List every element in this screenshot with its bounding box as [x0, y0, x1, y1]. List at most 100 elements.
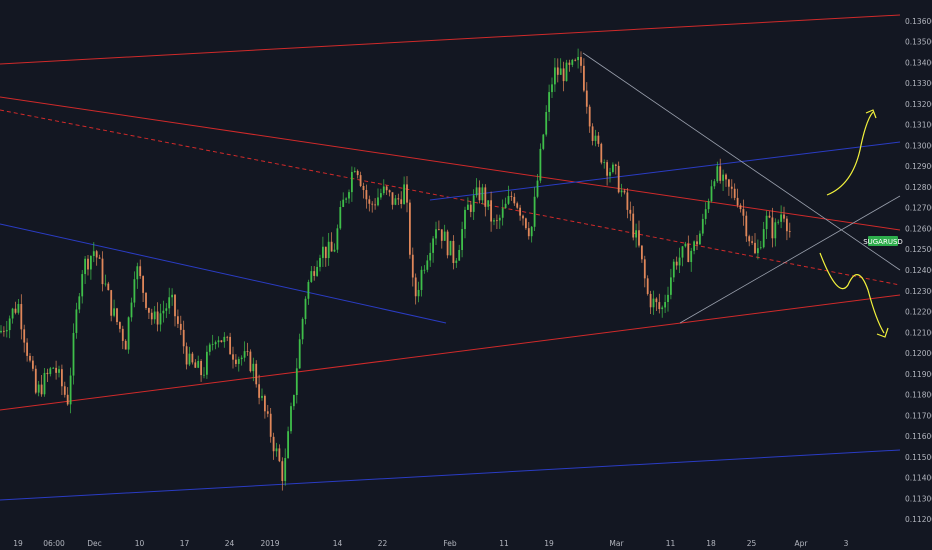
candle-body: [310, 271, 313, 282]
candle-body: [229, 336, 231, 355]
candle-body: [368, 199, 371, 204]
candle-body: [261, 395, 263, 398]
candle-body: [246, 351, 249, 352]
candle-body: [127, 317, 130, 350]
candle-body: [600, 143, 603, 163]
candle-body: [426, 260, 429, 270]
red-descending-resistance-line: [0, 96, 901, 231]
x-axis: 19 06:00 Dec 10 17 24 2019 14 22 Feb 11 19 Mar 11 18 25…: [13, 539, 848, 548]
candle-body: [585, 90, 588, 107]
candle-body: [745, 215, 748, 237]
candle-body: [165, 308, 168, 311]
candle-body: [754, 242, 756, 254]
candle-body: [440, 229, 443, 241]
candle-body: [519, 207, 521, 216]
candle-body: [281, 461, 284, 481]
candle-body: [649, 293, 652, 308]
candle-body: [324, 246, 327, 259]
candle-body: [133, 279, 136, 303]
candle-body: [551, 84, 553, 93]
candle-body: [275, 448, 278, 452]
candle-body: [339, 207, 342, 229]
candle-body: [148, 307, 150, 313]
candle-body: [119, 322, 121, 329]
candle-body: [104, 283, 107, 285]
candle-body: [113, 308, 115, 316]
candle-body: [5, 330, 8, 332]
candle-body: [295, 368, 298, 396]
candle-body: [591, 126, 594, 141]
candle-body: [249, 351, 252, 372]
candle-body: [716, 166, 719, 182]
candle-body: [403, 184, 405, 204]
candle-body: [153, 311, 156, 320]
candle-body: [699, 233, 701, 245]
candle-body: [443, 231, 446, 241]
candle-body: [208, 344, 211, 352]
x-tick-label: 3: [844, 539, 849, 548]
candle-body: [258, 384, 260, 398]
candle-body: [359, 175, 362, 187]
candle-body: [588, 106, 591, 127]
candle-body: [136, 266, 139, 280]
candle-body: [623, 190, 626, 193]
candle-body: [46, 372, 49, 375]
candle-body: [478, 187, 481, 201]
x-tick-label: 17: [180, 539, 190, 548]
blue-descending-line: [0, 223, 447, 324]
candle-body: [501, 208, 504, 218]
candle-body: [556, 67, 559, 75]
candle-body: [365, 190, 368, 200]
candle-body: [107, 283, 110, 291]
candle-body: [316, 266, 318, 276]
candle-body: [226, 336, 229, 338]
candle-body: [484, 187, 487, 207]
candle-body: [435, 229, 437, 239]
x-tick-label: 19: [13, 539, 23, 548]
candle-body: [23, 329, 26, 343]
candle-body: [475, 187, 478, 196]
candle-body: [594, 135, 597, 141]
candle-body: [603, 162, 606, 163]
candle-body: [235, 359, 237, 364]
x-tick-label: Apr: [795, 539, 809, 548]
candle-body: [464, 209, 466, 230]
candle-body: [670, 277, 672, 295]
candle-body: [11, 308, 14, 319]
candle-body: [580, 56, 582, 66]
candle-body: [290, 406, 292, 432]
candle-body: [452, 240, 455, 264]
candle-body: [211, 344, 214, 345]
candle-body: [661, 307, 664, 310]
candle-body: [232, 354, 234, 360]
candle-body: [110, 290, 113, 316]
candle-body: [98, 257, 101, 259]
x-tick-label: 14: [333, 539, 343, 548]
red-channel-top-line: [0, 14, 901, 65]
candle-body: [78, 296, 81, 310]
x-tick-label: 11: [666, 539, 676, 548]
candle-body: [617, 165, 620, 193]
candle-body: [504, 203, 507, 209]
candle-body: [95, 251, 98, 258]
candle-body: [733, 188, 736, 198]
candle-body: [49, 368, 52, 375]
candle-body: [380, 193, 382, 198]
x-tick-label: 25: [747, 539, 757, 548]
candle-body: [516, 203, 519, 208]
candle-body: [377, 197, 379, 206]
candle-body: [388, 190, 391, 193]
candle-body: [0, 330, 2, 333]
candle-body: [200, 360, 202, 376]
candle-body: [168, 297, 171, 309]
candle-body: [52, 367, 55, 369]
candle-body: [597, 135, 600, 144]
x-tick-label: 10: [135, 539, 145, 548]
